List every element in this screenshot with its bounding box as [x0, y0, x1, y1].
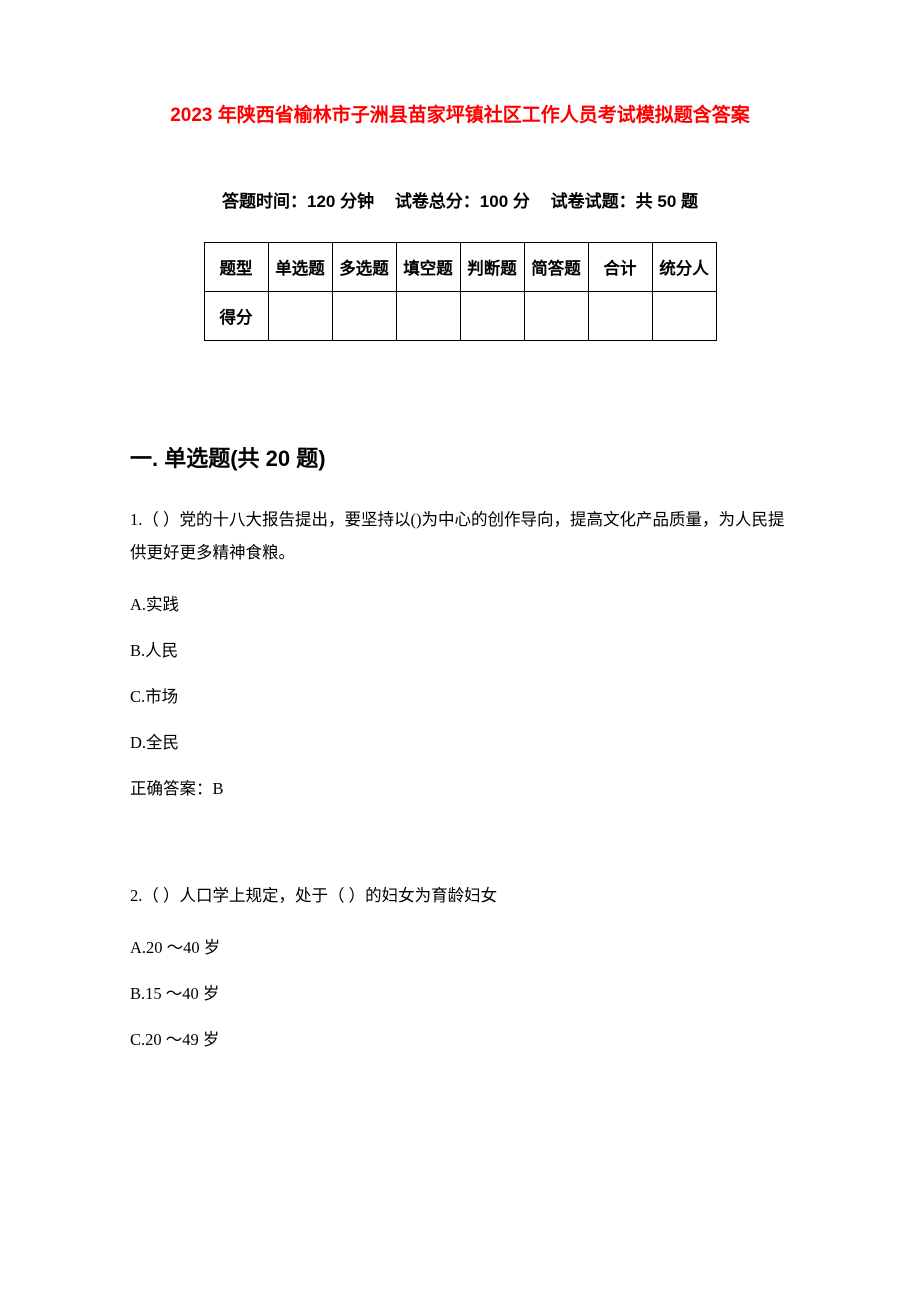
question-text: 1.（ ）党的十八大报告提出，要坚持以()为中心的创作导向，提高文化产品质量，为…: [130, 503, 790, 569]
header-cell: 判断题: [460, 243, 524, 292]
options-list: A.20 ～40 岁 B.15 ～40 岁 C.20 ～49 岁: [130, 934, 790, 1050]
total-score-label: 试卷总分：100 分: [395, 192, 530, 211]
question-text: 2.（ ）人口学上规定，处于（ ）的妇女为育龄妇女: [130, 879, 790, 912]
question-count-label: 试卷试题：共 50 题: [551, 192, 698, 211]
option-a: A.20 ～40 岁: [130, 934, 790, 958]
header-cell: 合计: [588, 243, 652, 292]
score-cell: [268, 292, 332, 341]
option-b: B.人民: [130, 637, 790, 661]
header-cell: 单选题: [268, 243, 332, 292]
score-table: 题型 单选题 多选题 填空题 判断题 简答题 合计 统分人 得分: [204, 242, 717, 341]
score-cell: [396, 292, 460, 341]
header-cell: 简答题: [524, 243, 588, 292]
header-cell: 题型: [204, 243, 268, 292]
table-header-row: 题型 单选题 多选题 填空题 判断题 简答题 合计 统分人: [204, 243, 716, 292]
options-list: A.实践 B.人民 C.市场 D.全民: [130, 591, 790, 753]
header-cell: 统分人: [652, 243, 716, 292]
exam-info: 答题时间：120 分钟 试卷总分：100 分 试卷试题：共 50 题: [130, 187, 790, 212]
score-cell: [652, 292, 716, 341]
option-b: B.15 ～40 岁: [130, 980, 790, 1004]
option-c: C.20 ～49 岁: [130, 1026, 790, 1050]
question-2: 2.（ ）人口学上规定，处于（ ）的妇女为育龄妇女 A.20 ～40 岁 B.1…: [130, 879, 790, 1050]
score-cell: [588, 292, 652, 341]
option-a: A.实践: [130, 591, 790, 615]
time-label: 答题时间：120 分钟: [222, 192, 374, 211]
question-1: 1.（ ）党的十八大报告提出，要坚持以()为中心的创作导向，提高文化产品质量，为…: [130, 503, 790, 799]
correct-answer: 正确答案：B: [130, 775, 790, 799]
header-cell: 填空题: [396, 243, 460, 292]
table-score-row: 得分: [204, 292, 716, 341]
score-cell: [332, 292, 396, 341]
option-d: D.全民: [130, 729, 790, 753]
score-cell: [524, 292, 588, 341]
score-label-cell: 得分: [204, 292, 268, 341]
score-cell: [460, 292, 524, 341]
document-title: 2023 年陕西省榆林市子洲县苗家坪镇社区工作人员考试模拟题含答案: [130, 100, 790, 127]
option-c: C.市场: [130, 683, 790, 707]
section-heading: 一. 单选题(共 20 题): [130, 441, 790, 473]
header-cell: 多选题: [332, 243, 396, 292]
